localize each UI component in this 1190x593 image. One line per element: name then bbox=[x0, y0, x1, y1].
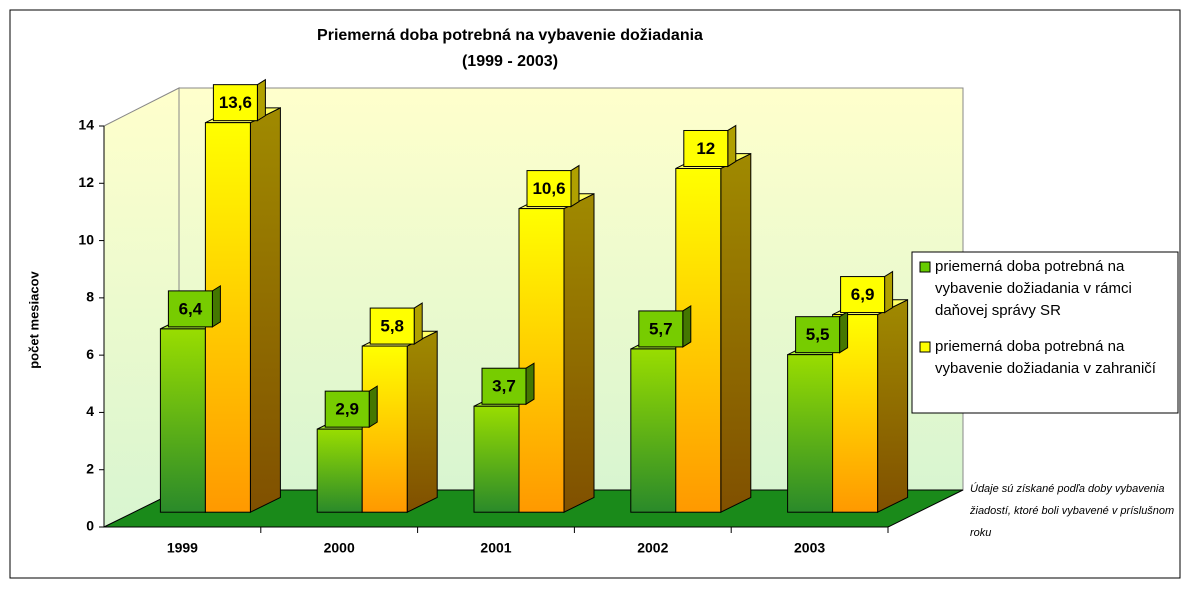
legend-entry: priemerná doba potrebná na vybavenie dož… bbox=[935, 258, 1132, 319]
bar-front bbox=[159, 328, 206, 513]
legend-swatch bbox=[919, 261, 931, 273]
label-box bbox=[526, 170, 572, 208]
value-label: 13,6 bbox=[219, 93, 252, 112]
value-label: 3,7 bbox=[492, 377, 516, 396]
y-tick-label: 2 bbox=[86, 460, 94, 476]
bar-side bbox=[406, 330, 438, 514]
bar-front bbox=[316, 428, 363, 513]
label-box-depth bbox=[884, 270, 894, 314]
label-box bbox=[795, 316, 841, 354]
plot: 0 2 4 6 8 10 12 14 1999 6,4 13,6 2000 2,9 5,8 2001 3,7 1… bbox=[78, 78, 909, 556]
bar-side bbox=[720, 152, 752, 514]
y-tick-label: 8 bbox=[86, 289, 94, 305]
legend bbox=[911, 251, 1179, 414]
label-box bbox=[369, 307, 415, 345]
bar-side bbox=[563, 192, 595, 514]
y-tick-label: 10 bbox=[78, 231, 94, 247]
value-label: 5,5 bbox=[806, 325, 830, 344]
bar-side bbox=[877, 298, 909, 514]
legend-swatch bbox=[919, 341, 931, 353]
label-box bbox=[212, 84, 258, 122]
value-label: 5,7 bbox=[649, 319, 673, 338]
legend-label: priemerná doba potrebná na vybavenie dož… bbox=[935, 338, 1156, 377]
label-box bbox=[167, 290, 213, 328]
label-box bbox=[638, 310, 684, 348]
bar-front bbox=[630, 348, 677, 513]
label-box-depth bbox=[256, 78, 266, 122]
x-tick-label: 2002 bbox=[637, 540, 668, 556]
value-label: 10,6 bbox=[532, 179, 565, 198]
annotation-text: Údaje sú získané podľa doby vybavenia ži… bbox=[970, 483, 1175, 539]
y-tick-label: 0 bbox=[86, 518, 94, 534]
bar bbox=[361, 330, 438, 514]
x-tick-label: 2003 bbox=[794, 540, 825, 556]
value-label: 12 bbox=[696, 139, 715, 158]
label-box-depth bbox=[413, 302, 423, 345]
legend-label: priemerná doba potrebná na vybavenie dož… bbox=[935, 258, 1132, 319]
y-axis-label: počet mesiacov bbox=[26, 270, 41, 368]
label-box bbox=[683, 129, 729, 167]
label-box-depth bbox=[839, 310, 849, 354]
bar-front bbox=[361, 345, 408, 513]
value-label: 5,8 bbox=[380, 317, 404, 336]
label-box bbox=[324, 390, 370, 428]
bar-front bbox=[473, 405, 520, 513]
label-box-depth bbox=[368, 385, 378, 429]
annotation: Údaje sú získané podľa doby vybavenia ži… bbox=[970, 483, 1175, 539]
x-tick-label: 1999 bbox=[167, 540, 198, 556]
chart-subtitle: (1999 - 2003) bbox=[462, 53, 558, 70]
x-tick-label: 2001 bbox=[480, 540, 511, 556]
value-label: 2,9 bbox=[335, 400, 359, 419]
value-label: 6,4 bbox=[179, 299, 203, 318]
y-tick-label: 14 bbox=[78, 117, 94, 133]
legend-entry: priemerná doba potrebná na vybavenie dož… bbox=[935, 338, 1156, 377]
label-box-depth bbox=[211, 284, 221, 328]
label-box bbox=[840, 276, 886, 314]
label-box bbox=[481, 367, 527, 405]
label-box-depth bbox=[682, 305, 692, 348]
bar-side bbox=[249, 107, 281, 514]
bar-front bbox=[518, 208, 565, 513]
label-box-depth bbox=[525, 362, 535, 406]
label-box-depth bbox=[570, 164, 580, 208]
y-tick-label: 6 bbox=[86, 346, 94, 362]
chart-title: Priemerná doba potrebná na vybavenie dož… bbox=[317, 27, 703, 44]
y-tick-label: 12 bbox=[78, 174, 94, 190]
bar bbox=[518, 192, 595, 514]
label-box-depth bbox=[727, 124, 737, 168]
y-tick-label: 4 bbox=[86, 403, 94, 419]
bar-front bbox=[787, 354, 834, 513]
x-tick-label: 2000 bbox=[324, 540, 355, 556]
value-label: 6,9 bbox=[851, 285, 875, 304]
